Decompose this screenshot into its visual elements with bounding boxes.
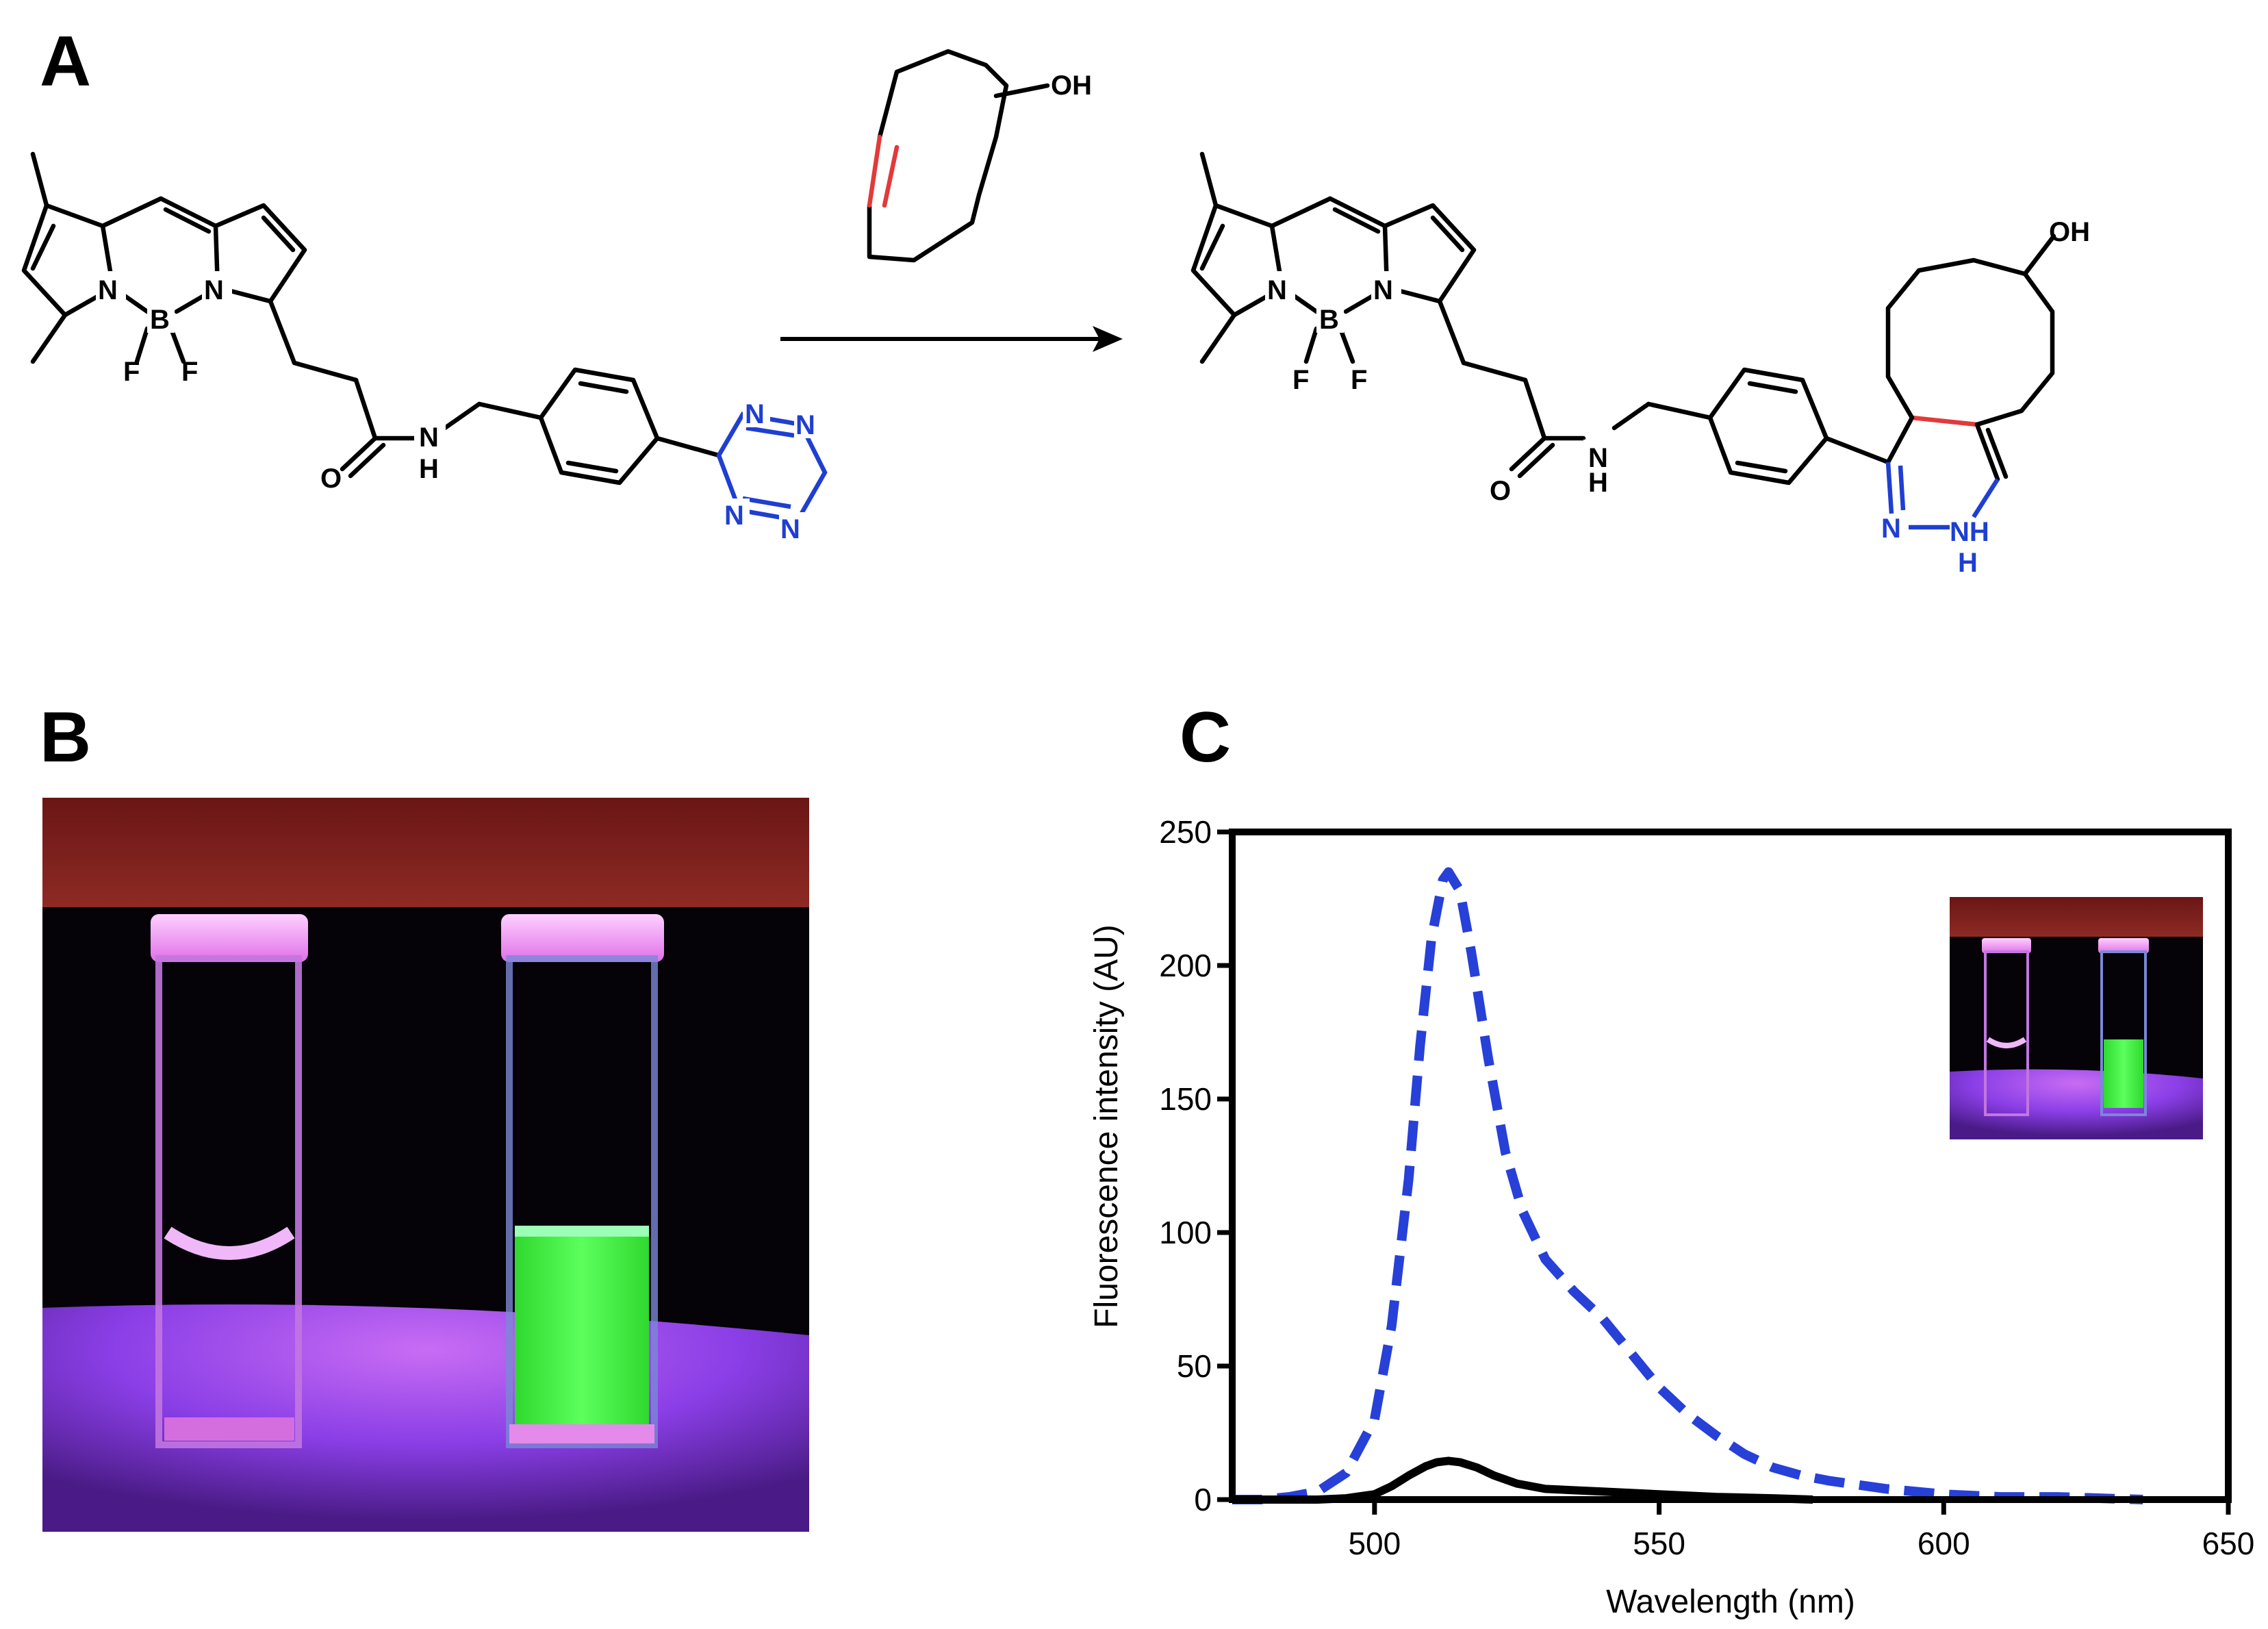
svg-text:F: F bbox=[1292, 365, 1309, 395]
svg-text:B: B bbox=[150, 305, 170, 335]
svg-text:N: N bbox=[1267, 275, 1287, 305]
y-tick-label: 250 bbox=[1159, 814, 1212, 850]
y-tick-label: 100 bbox=[1159, 1215, 1212, 1250]
y-tick-label: 0 bbox=[1194, 1482, 1212, 1517]
cuvette-right bbox=[501, 914, 664, 1448]
svg-text:O: O bbox=[1490, 476, 1511, 506]
series-line-solid bbox=[1232, 1456, 1813, 1504]
svg-text:F: F bbox=[123, 357, 140, 387]
panel-letter-a: A bbox=[40, 22, 91, 101]
panel-letter-b: B bbox=[40, 698, 91, 777]
reagent-structure: OH bbox=[867, 49, 1092, 263]
svg-text:H: H bbox=[1588, 468, 1608, 498]
cuvette-photo bbox=[42, 798, 809, 1532]
svg-text:F: F bbox=[181, 357, 198, 387]
x-axis-title: Wavelength (nm) bbox=[1606, 1584, 1855, 1620]
svg-text:F: F bbox=[1351, 365, 1367, 395]
product-structure: OH N N B F F O N H N NH H bbox=[1190, 151, 2090, 578]
svg-text:OH: OH bbox=[2049, 217, 2090, 247]
y-tick-label: 50 bbox=[1177, 1348, 1212, 1384]
x-tick-label: 600 bbox=[1917, 1526, 1970, 1561]
svg-text:O: O bbox=[320, 464, 342, 494]
x-tick-label: 650 bbox=[2202, 1526, 2255, 1561]
svg-text:OH: OH bbox=[1051, 71, 1092, 101]
y-tick-label: 200 bbox=[1159, 948, 1212, 983]
svg-text:N: N bbox=[204, 275, 224, 305]
series-line-dashed bbox=[1232, 867, 2143, 1504]
reaction-arrow bbox=[780, 326, 1123, 352]
x-tick-label: 550 bbox=[1633, 1526, 1685, 1561]
svg-text:H: H bbox=[1958, 548, 1978, 578]
svg-text:H: H bbox=[419, 454, 439, 484]
svg-text:N: N bbox=[98, 275, 118, 305]
svg-text:N: N bbox=[1588, 443, 1608, 473]
svg-text:N: N bbox=[1881, 514, 1901, 544]
svg-text:NH: NH bbox=[1950, 517, 1989, 547]
cuvette-left bbox=[151, 914, 308, 1448]
svg-text:N: N bbox=[780, 514, 800, 544]
svg-text:N: N bbox=[419, 422, 439, 453]
panel-letter-c: C bbox=[1180, 698, 1231, 777]
svg-text:N: N bbox=[724, 501, 744, 531]
y-axis-title: Fluorescence intensity (AU) bbox=[1088, 924, 1125, 1328]
svg-text:B: B bbox=[1319, 305, 1339, 335]
svg-text:N: N bbox=[1373, 275, 1393, 305]
spectrum-chart: Fluorescence intensity (AU) Wavelength (… bbox=[1088, 814, 2254, 1620]
y-tick-label: 150 bbox=[1159, 1081, 1212, 1117]
svg-text:N: N bbox=[795, 410, 815, 440]
svg-text:N: N bbox=[745, 399, 765, 429]
reactant-structure: N N B F F O N H N N N N bbox=[21, 151, 828, 544]
x-tick-label: 500 bbox=[1348, 1526, 1401, 1561]
inset-photo bbox=[1950, 897, 2203, 1139]
plot-frame bbox=[1229, 829, 2232, 1503]
